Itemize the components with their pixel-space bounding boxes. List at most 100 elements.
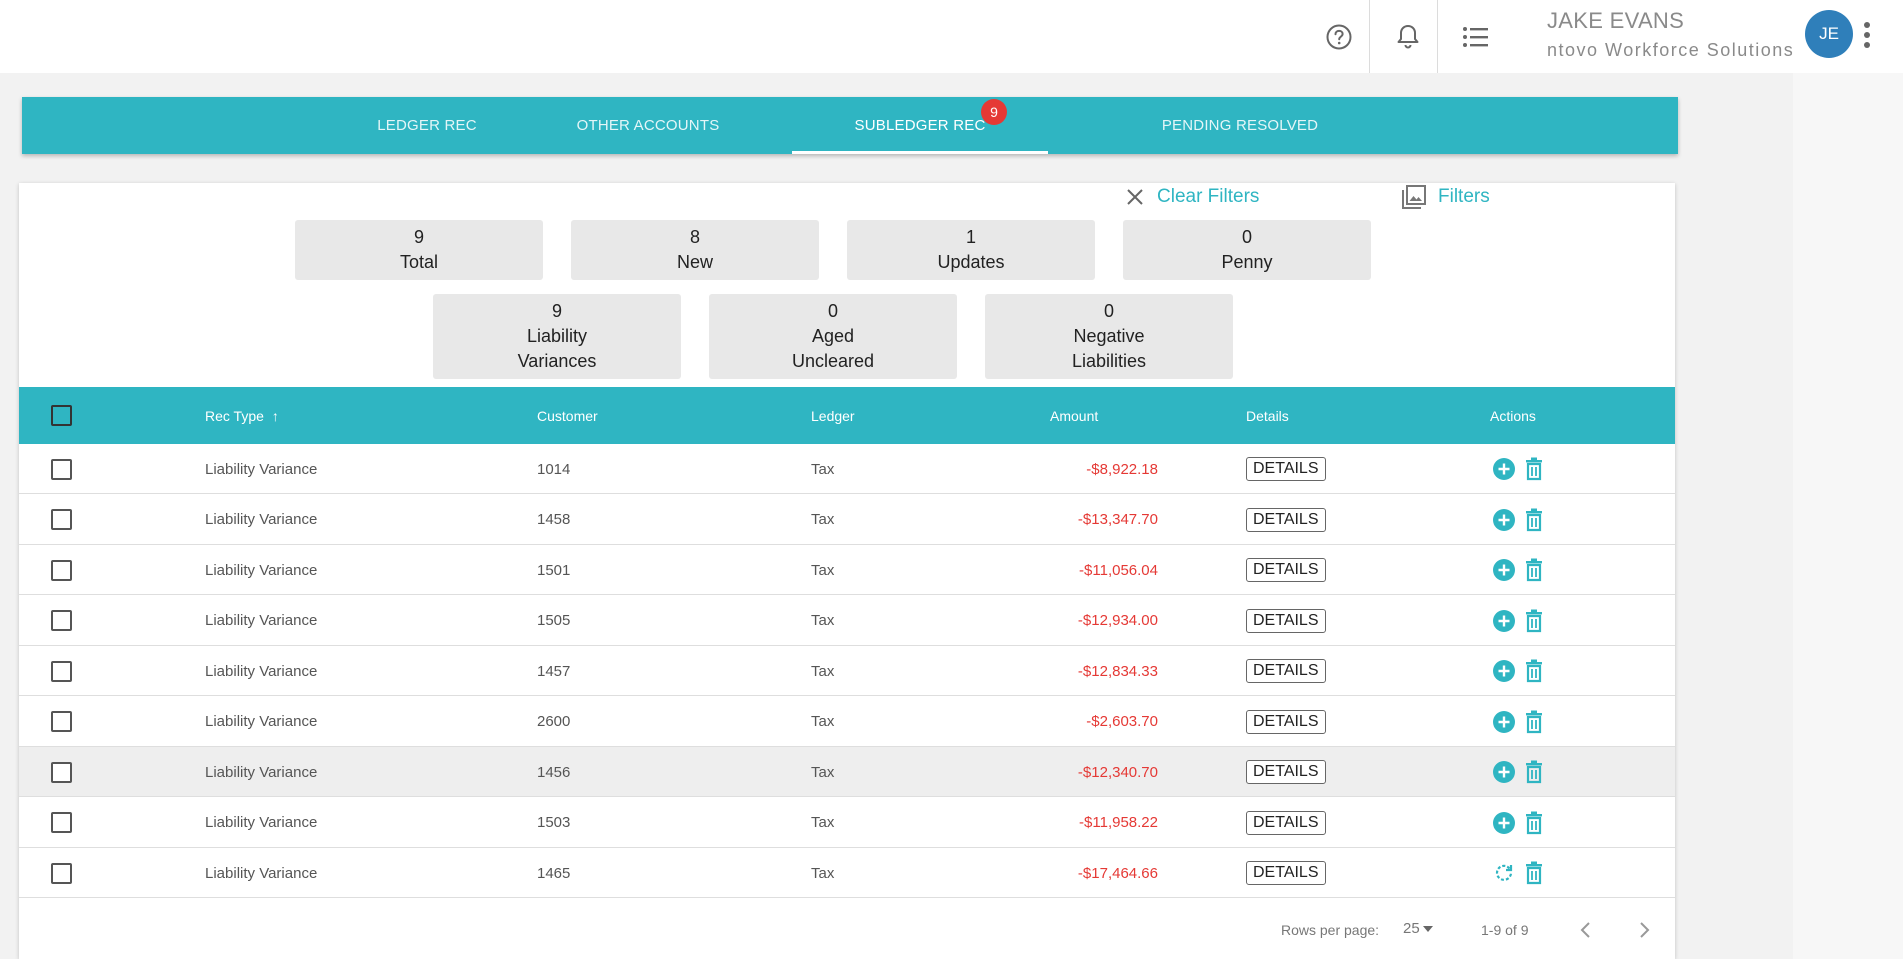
stat-total[interactable]: 9 Total xyxy=(295,220,543,280)
row-checkbox[interactable] xyxy=(51,559,72,581)
ledger-cell: Tax xyxy=(811,460,835,478)
trash-icon[interactable] xyxy=(1524,558,1544,582)
row-checkbox[interactable] xyxy=(51,509,72,530)
stat-label: Uncleared xyxy=(791,351,875,371)
add-circle-icon[interactable] xyxy=(1492,760,1516,784)
add-circle-icon[interactable] xyxy=(1492,609,1516,633)
column-customer: Customer xyxy=(537,407,598,424)
actions-cell xyxy=(1492,798,1544,848)
customer-cell: 2600 xyxy=(537,713,571,730)
bell-icon[interactable] xyxy=(1374,0,1442,73)
stat-value: 1 xyxy=(965,227,976,247)
help-icon[interactable] xyxy=(1305,0,1373,73)
add-circle-icon[interactable] xyxy=(1492,508,1516,532)
add-circle-icon[interactable] xyxy=(1492,811,1516,835)
stat-updates[interactable]: 1 Updates xyxy=(847,220,1095,280)
table-row[interactable]: Liability Variance 1465 Tax -$17,464.66 DETA… xyxy=(19,848,1675,898)
clear-filters-label: Clear Filters xyxy=(1157,186,1260,207)
row-checkbox[interactable] xyxy=(51,660,72,682)
table-row[interactable]: Liability Variance 1456 Tax -$12,340.70 DETA… xyxy=(19,747,1675,797)
active-tab-indicator xyxy=(792,151,1048,154)
stat-penny[interactable]: 0 Penny xyxy=(1123,220,1371,280)
table-row[interactable]: Liability Variance 1458 Tax -$13,347.70 DETA… xyxy=(19,494,1675,545)
row-checkbox[interactable] xyxy=(51,711,72,732)
details-button[interactable]: DETAILS xyxy=(1246,608,1326,633)
list-icon[interactable] xyxy=(1442,0,1510,73)
tab-bar: LEDGER REC OTHER ACCOUNTS SUBLEDGER REC … xyxy=(22,97,1678,154)
actions-cell xyxy=(1492,596,1544,646)
table-row[interactable]: Liability Variance 2600 Tax -$2,603.70 DETAI… xyxy=(19,696,1675,747)
row-checkbox[interactable] xyxy=(51,610,72,631)
trash-icon[interactable] xyxy=(1524,710,1544,734)
stat-value: 8 xyxy=(689,227,700,247)
stat-value: 0 xyxy=(1241,227,1252,247)
clear-filters-button[interactable]: Clear Filters xyxy=(1125,183,1259,211)
top-header: JAKE EVANS ntovo Workforce Solutions JE xyxy=(0,0,1903,73)
details-button[interactable]: DETAILS xyxy=(1246,507,1326,532)
details-button[interactable]: DETAILS xyxy=(1246,457,1326,481)
more-vert-icon[interactable] xyxy=(1857,18,1877,52)
previous-page-button[interactable] xyxy=(1572,916,1600,944)
ledger-cell: Tax xyxy=(811,713,835,730)
details-button[interactable]: DETAILS xyxy=(1246,861,1326,885)
table-row[interactable]: Liability Variance 1505 Tax -$12,934.00 DETA… xyxy=(19,595,1675,646)
row-checkbox[interactable] xyxy=(51,761,72,783)
row-select-cell xyxy=(51,697,72,747)
actions-cell xyxy=(1492,646,1544,696)
row-checkbox[interactable] xyxy=(51,458,72,480)
details-cell: DETAILS xyxy=(1246,646,1326,696)
stat-negative-liabilities[interactable]: 0 Negative Liabilities xyxy=(985,294,1233,379)
trash-icon[interactable] xyxy=(1524,659,1544,683)
add-circle-icon[interactable] xyxy=(1492,457,1516,481)
tab-pending-resolved[interactable]: PENDING RESOLVED xyxy=(1161,117,1319,134)
column-rec-type[interactable]: Rec Type ↑ xyxy=(205,387,279,444)
details-button[interactable]: DETAILS xyxy=(1246,810,1326,835)
details-button[interactable]: DETAILS xyxy=(1246,760,1326,784)
table-row[interactable]: Liability Variance 1503 Tax -$11,958.22 DETA… xyxy=(19,797,1675,848)
stat-label: Updates xyxy=(937,252,1005,272)
trash-icon[interactable] xyxy=(1524,508,1544,532)
table-row[interactable]: Liability Variance 1501 Tax -$11,056.04 DETA… xyxy=(19,545,1675,595)
tab-other-accounts[interactable]: OTHER ACCOUNTS xyxy=(576,117,720,134)
amount-cell: -$13,347.70 xyxy=(1077,511,1158,528)
details-cell: DETAILS xyxy=(1246,495,1326,545)
rec-type-cell: Liability Variance xyxy=(205,561,318,579)
select-all-cell xyxy=(51,387,72,444)
details-button[interactable]: DETAILS xyxy=(1246,709,1326,734)
add-circle-icon[interactable] xyxy=(1492,558,1516,582)
row-select-cell xyxy=(51,545,72,595)
trash-icon[interactable] xyxy=(1524,609,1544,633)
table-row[interactable]: Liability Variance 1014 Tax -$8,922.18 DETAI… xyxy=(19,444,1675,494)
trash-icon[interactable] xyxy=(1524,760,1544,784)
column-ledger: Ledger xyxy=(811,407,855,424)
table-row[interactable]: Liability Variance 1457 Tax -$12,834.33 DETA… xyxy=(19,646,1675,696)
trash-icon[interactable] xyxy=(1524,861,1544,885)
filters-button[interactable]: Filters xyxy=(1400,183,1490,211)
details-button[interactable]: DETAILS xyxy=(1246,558,1326,582)
trash-icon[interactable] xyxy=(1524,811,1544,835)
stat-liability-variances[interactable]: 9 Liability Variances xyxy=(433,294,681,379)
add-circle-icon[interactable] xyxy=(1492,659,1516,683)
actions-cell xyxy=(1492,444,1544,494)
refresh-icon[interactable] xyxy=(1492,861,1516,885)
table-header: Rec Type ↑ Customer Ledger Amount Detail… xyxy=(19,387,1675,444)
stat-aged-uncleared[interactable]: 0 Aged Uncleared xyxy=(709,294,957,379)
rows-per-page-select[interactable]: 25 xyxy=(1403,920,1434,937)
rec-type-cell: Liability Variance xyxy=(205,662,318,680)
details-button[interactable]: DETAILS xyxy=(1246,659,1326,683)
stat-label: New xyxy=(676,252,713,272)
select-all-checkbox[interactable] xyxy=(51,405,72,426)
tab-subledger-rec[interactable]: SUBLEDGER REC xyxy=(854,117,986,134)
rec-type-cell: Liability Variance xyxy=(205,864,318,882)
add-circle-icon[interactable] xyxy=(1492,710,1516,734)
row-checkbox[interactable] xyxy=(51,862,72,884)
row-checkbox[interactable] xyxy=(51,812,72,833)
avatar[interactable]: JE xyxy=(1805,10,1853,58)
trash-icon[interactable] xyxy=(1524,457,1544,481)
customer-cell: 1458 xyxy=(537,511,571,528)
stat-label: Liabilities xyxy=(1071,351,1147,371)
stat-new[interactable]: 8 New xyxy=(571,220,819,280)
tab-ledger-rec[interactable]: LEDGER REC xyxy=(377,117,477,134)
stat-label: Variances xyxy=(517,351,597,371)
next-page-button[interactable] xyxy=(1630,916,1658,944)
